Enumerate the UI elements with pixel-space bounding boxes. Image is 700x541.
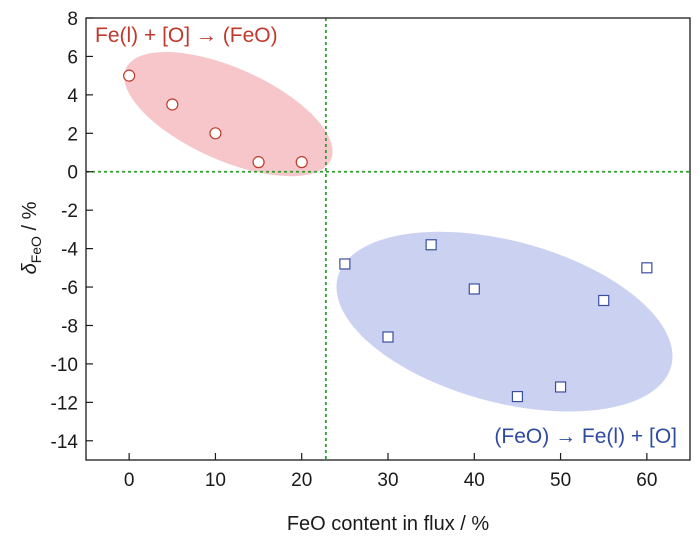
y-axis-ticks: 8 6 4 2 0 -2 -4 -6 -8 -10 -12 -14 (51, 9, 93, 453)
x-tick-label: 20 (291, 470, 312, 491)
data-point-square (382, 331, 394, 343)
y-tick-label: 8 (67, 9, 78, 30)
y-tick-label: -8 (61, 316, 78, 337)
data-point-square (554, 381, 567, 393)
data-point-square (641, 262, 653, 274)
x-tick-label: 40 (464, 470, 485, 491)
data-point-circle (209, 127, 222, 140)
x-tick-label: 60 (636, 470, 657, 491)
y-axis-symbol: δ (19, 262, 41, 274)
data-point-circle (295, 156, 308, 169)
y-tick-label: 4 (67, 86, 78, 107)
y-tick-label: -12 (51, 393, 78, 414)
region-reduction (336, 231, 673, 412)
y-tick-label: -4 (61, 240, 78, 261)
x-axis-title: FeO content in flux / % (287, 513, 490, 535)
y-axis-title: δFeO / % (19, 201, 44, 274)
y-tick-label: -2 (61, 201, 78, 222)
region-layer (124, 51, 673, 412)
x-tick-label: 30 (377, 470, 398, 491)
y-tick-label: 2 (67, 124, 78, 145)
annotation-oxidation: Fe(l) + [O] → (FeO) (95, 24, 278, 47)
x-tick-label: 0 (124, 470, 135, 491)
data-point-square (598, 294, 610, 307)
y-axis-subscript: FeO (28, 236, 44, 263)
reference-lines (86, 18, 690, 460)
data-point-square (339, 258, 351, 270)
region-oxidation (124, 51, 333, 177)
y-axis-suffix: / % (19, 201, 41, 236)
y-tick-label: -14 (51, 432, 79, 453)
y-tick-label: -10 (51, 355, 78, 376)
annotation-reduction: (FeO) → Fe(l) + [O] (494, 425, 677, 448)
data-point-square (511, 390, 524, 403)
data-points (123, 69, 653, 403)
y-tick-label: -6 (61, 278, 78, 299)
x-tick-label: 50 (550, 470, 571, 491)
x-axis-ticks: 0 10 20 30 40 50 60 (124, 453, 657, 491)
data-point-square (468, 283, 480, 295)
data-point-circle (123, 69, 136, 82)
data-point-circle (166, 98, 179, 111)
y-tick-label: 6 (67, 47, 78, 68)
data-point-square (425, 239, 437, 251)
x-tick-label: 10 (205, 470, 226, 491)
data-point-circle (252, 156, 265, 169)
y-tick-label: 0 (67, 163, 78, 184)
